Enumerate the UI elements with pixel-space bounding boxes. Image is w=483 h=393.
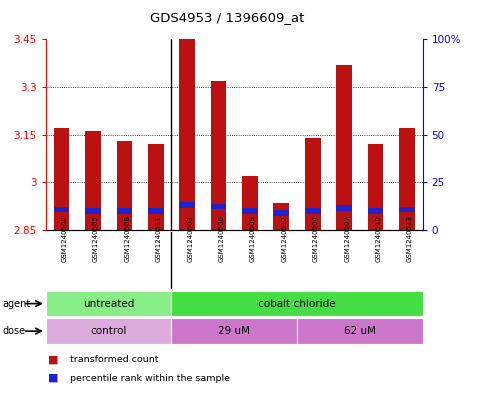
Bar [46,318,171,344]
Bar [85,131,101,230]
Text: ■: ■ [48,354,59,365]
Bar [171,291,423,316]
Text: control: control [90,326,127,336]
Text: untreated: untreated [83,299,134,309]
Bar [211,204,227,209]
Bar [336,65,352,230]
Text: GSM1240508: GSM1240508 [125,215,130,262]
Text: GSM1240513: GSM1240513 [407,215,413,262]
Bar [399,128,415,230]
Bar [46,291,171,316]
Bar [54,128,70,230]
Bar [179,39,195,230]
Text: GSM1240511: GSM1240511 [156,215,162,262]
Text: GSM1240509: GSM1240509 [250,215,256,262]
Text: GSM1240506: GSM1240506 [219,215,225,262]
Text: GSM1240505: GSM1240505 [93,215,99,262]
Text: transformed count: transformed count [70,355,158,364]
Bar [85,208,101,214]
Text: GSM1240512: GSM1240512 [281,215,287,262]
Bar [242,176,258,230]
Bar [368,208,384,214]
Bar [273,203,289,230]
Text: GSM1240502: GSM1240502 [62,215,68,262]
Bar [211,81,227,230]
Bar [399,207,415,213]
Text: agent: agent [2,299,30,309]
Text: cobalt chloride: cobalt chloride [258,299,336,309]
Text: GSM1240510: GSM1240510 [376,215,382,262]
Text: ■: ■ [48,373,59,383]
Text: GSM1240507: GSM1240507 [344,215,350,262]
Bar [336,205,352,211]
Text: 62 uM: 62 uM [344,326,376,336]
Bar [116,141,132,230]
Bar [148,208,164,214]
Bar [305,208,321,214]
Text: GDS4953 / 1396609_at: GDS4953 / 1396609_at [150,11,304,24]
Bar [54,207,70,213]
Text: GSM1240503: GSM1240503 [187,215,193,262]
Bar [116,208,132,214]
Text: dose: dose [2,326,26,336]
Bar [171,318,297,344]
Bar [242,208,258,214]
Text: GSM1240504: GSM1240504 [313,215,319,262]
Bar [305,138,321,230]
Bar [179,202,195,208]
Bar [273,210,289,216]
Bar [148,144,164,230]
Text: percentile rank within the sample: percentile rank within the sample [70,374,230,382]
Text: 29 uM: 29 uM [218,326,250,336]
Bar [297,318,423,344]
Bar [368,144,384,230]
